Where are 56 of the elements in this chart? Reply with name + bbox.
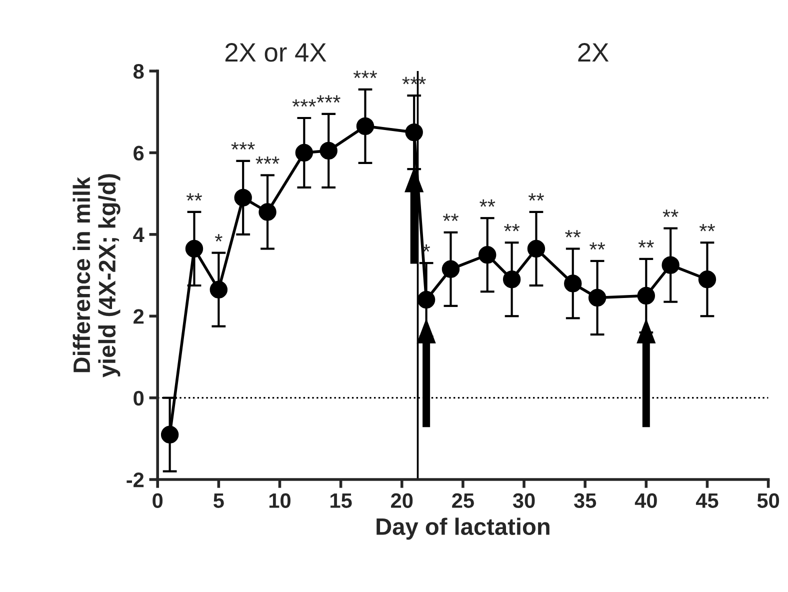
x-tick-label: 15 xyxy=(330,493,352,508)
text: 2X xyxy=(578,43,609,62)
annotation: ** xyxy=(504,224,520,232)
annotation: *** xyxy=(353,70,378,78)
point xyxy=(234,188,252,207)
point xyxy=(662,256,680,274)
annotation: ** xyxy=(638,240,654,248)
y-tick-label: 6 xyxy=(134,146,144,160)
point xyxy=(442,260,460,278)
point xyxy=(698,270,716,288)
point xyxy=(210,280,228,298)
point xyxy=(258,203,276,221)
point xyxy=(160,426,179,444)
point xyxy=(527,240,546,258)
x-tick-label: 35 xyxy=(574,493,596,508)
annotation: ** xyxy=(699,224,716,232)
annotation: *** xyxy=(256,156,280,164)
annotation: *** xyxy=(316,95,340,103)
x-axis-title: Day of lactation xyxy=(376,518,550,540)
point xyxy=(295,144,314,162)
annotation: ** xyxy=(186,193,202,201)
x-tick-label: 50 xyxy=(757,493,780,508)
x-tick-label: 25 xyxy=(452,493,474,508)
annotation: ** xyxy=(442,214,459,222)
point xyxy=(320,142,338,160)
point xyxy=(588,288,606,307)
annotation: ** xyxy=(590,242,606,250)
y-tick-label: 8 xyxy=(133,64,144,79)
point xyxy=(478,246,496,264)
annotation: ** xyxy=(565,230,581,238)
x-tick-label: 5 xyxy=(214,493,224,508)
x-tick-label: 20 xyxy=(391,493,413,508)
text: 2X or 4X xyxy=(225,43,326,62)
annotation: ** xyxy=(528,193,544,201)
y-axis-title: Difference in milk yield (4X-2X; kg/d) xyxy=(72,174,120,378)
annotation: *** xyxy=(292,99,316,107)
y-tick-label: -2 xyxy=(126,472,144,488)
x-tick-label: 40 xyxy=(634,493,657,508)
y-tick-label: 2 xyxy=(134,309,144,324)
point xyxy=(417,290,436,309)
x-tick-label: 0 xyxy=(152,493,163,508)
x-tick-label: 30 xyxy=(512,493,535,508)
point xyxy=(356,117,374,136)
annotation: ** xyxy=(480,199,496,207)
y-tick-label: 4 xyxy=(133,228,144,242)
x-tick-label: 45 xyxy=(696,493,718,508)
point xyxy=(502,270,521,288)
annotation: *** xyxy=(231,142,255,150)
point xyxy=(405,123,423,142)
x-tick-label: 10 xyxy=(269,493,290,508)
annotation: * xyxy=(214,234,222,242)
annotation: ** xyxy=(662,210,678,217)
y-tick-label: 0 xyxy=(134,390,144,406)
point xyxy=(185,240,204,258)
point xyxy=(564,274,582,292)
point xyxy=(637,286,656,305)
